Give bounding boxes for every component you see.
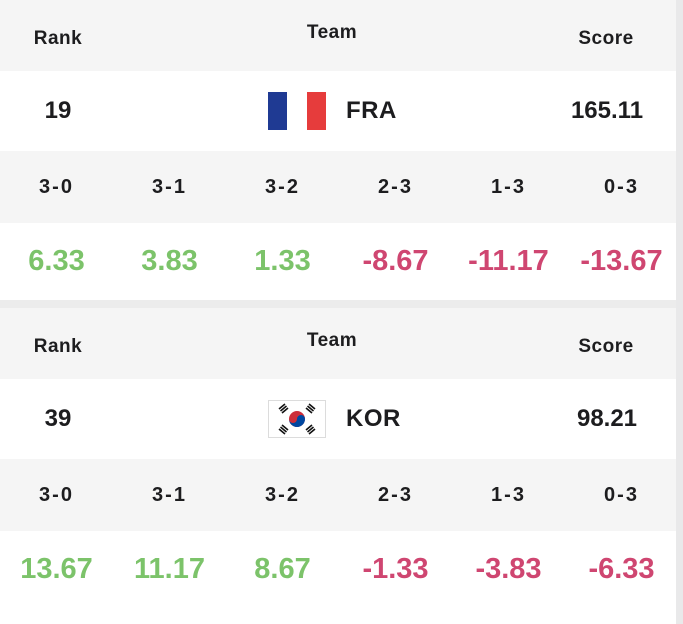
set-result-label: 0-3: [604, 483, 639, 506]
points-change-row: 13.67 11.17 8.67 -1.33 -3.83 -6.33: [0, 531, 676, 608]
score-value: 165.11: [570, 97, 644, 124]
team-code: KOR: [346, 405, 401, 432]
score-header: Score: [578, 27, 634, 49]
rank-value: 19: [44, 97, 72, 124]
scrollbar[interactable]: [676, 0, 683, 624]
points-change-value: -8.67: [362, 245, 429, 277]
card-divider: [0, 300, 676, 308]
team-row: 19 FRA 165.11: [0, 71, 676, 151]
points-change-value: 3.83: [141, 245, 198, 277]
score-header: Score: [578, 335, 634, 357]
points-change-value: 13.67: [20, 553, 93, 585]
set-result-label: 1-3: [491, 175, 526, 198]
team-card-fra: Rank Team Score 19 FRA 165.11 3-0 3-1 3-…: [0, 0, 676, 300]
set-result-label: 3-2: [265, 483, 300, 506]
set-result-label: 2-3: [378, 175, 413, 198]
team-code: FRA: [346, 97, 397, 124]
header-row: Rank Team Score: [0, 308, 676, 379]
team-row: 39: [0, 379, 676, 459]
points-change-value: -1.33: [362, 553, 429, 585]
set-results-row: 3-0 3-1 3-2 2-3 1-3 0-3: [0, 151, 676, 223]
points-change-value: -13.67: [580, 245, 663, 277]
score-value: 98.21: [576, 405, 638, 432]
header-row: Rank Team Score: [0, 0, 676, 71]
points-change-value: 8.67: [254, 553, 311, 585]
set-result-label: 3-0: [39, 483, 74, 506]
south-korea-flag-icon: [268, 400, 326, 438]
team-header: Team: [306, 22, 358, 43]
set-result-label: 3-1: [152, 483, 187, 506]
set-result-label: 1-3: [491, 483, 526, 506]
set-result-label: 3-1: [152, 175, 187, 198]
set-result-label: 3-2: [265, 175, 300, 198]
rank-header: Rank: [33, 335, 83, 357]
points-change-value: 6.33: [28, 245, 85, 277]
points-change-value: 1.33: [254, 245, 311, 277]
rank-header: Rank: [33, 27, 83, 49]
rank-value: 39: [44, 405, 72, 432]
set-result-label: 2-3: [378, 483, 413, 506]
points-change-row: 6.33 3.83 1.33 -8.67 -11.17 -13.67: [0, 223, 676, 300]
set-result-label: 3-0: [39, 175, 74, 198]
points-change-value: -3.83: [475, 553, 542, 585]
points-change-value: -11.17: [468, 245, 549, 277]
team-card-kor: Rank Team Score 39: [0, 308, 676, 608]
team-header: Team: [306, 330, 358, 351]
france-flag-icon: [268, 92, 326, 130]
points-change-value: -6.33: [588, 553, 655, 585]
set-result-label: 0-3: [604, 175, 639, 198]
points-change-value: 11.17: [134, 553, 205, 585]
set-results-row: 3-0 3-1 3-2 2-3 1-3 0-3: [0, 459, 676, 531]
